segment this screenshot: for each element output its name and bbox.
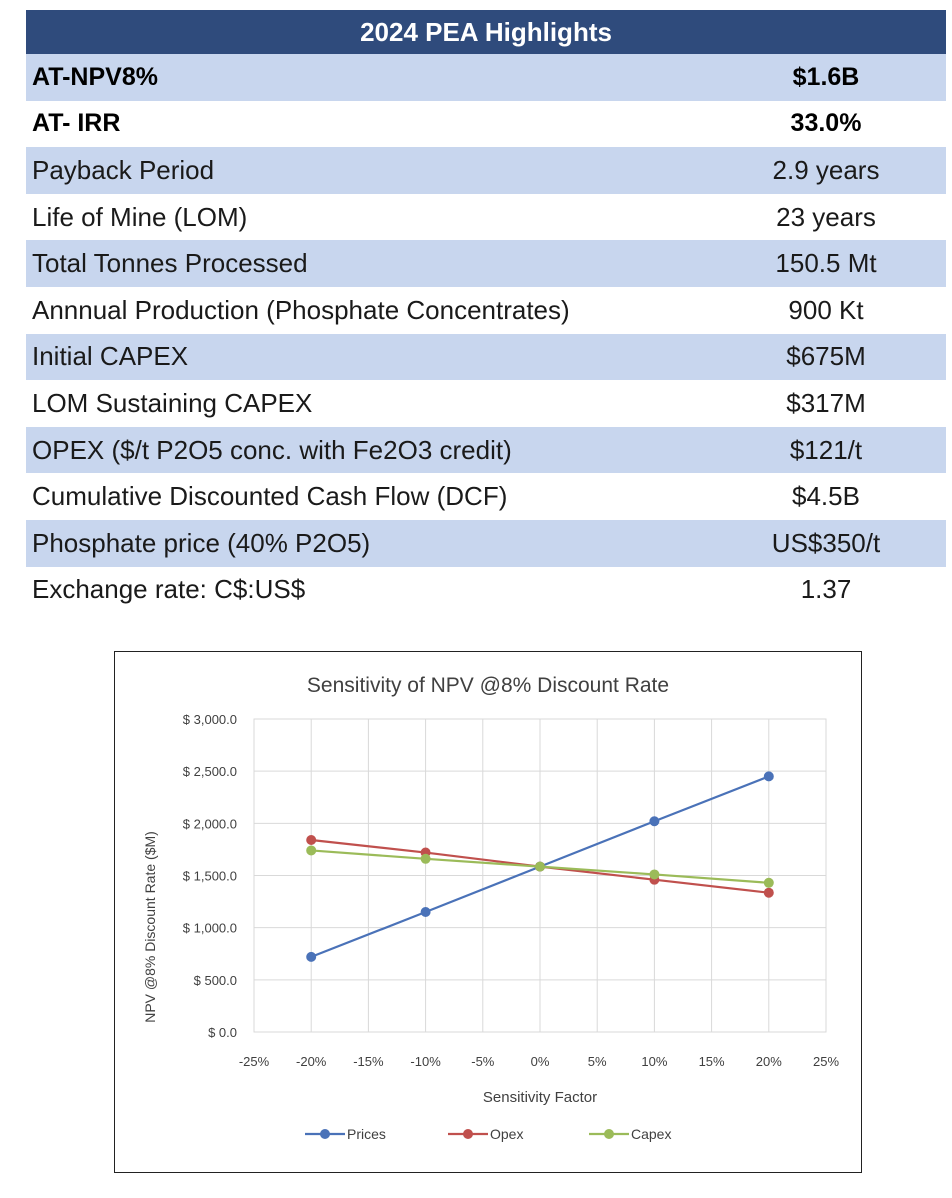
x-tick-label: 15% (699, 1054, 725, 1069)
row-label: Total Tonnes Processed (26, 240, 706, 287)
row-label: OPEX ($/t P2O5 conc. with Fe2O3 credit) (26, 426, 706, 474)
table-row: AT-NPV8% $1.6B (26, 54, 946, 101)
row-value: 900 Kt (788, 294, 864, 325)
x-tick-label: -10% (410, 1054, 441, 1069)
table-row: OPEX ($/t P2O5 conc. with Fe2O3 credit) $… (26, 426, 946, 474)
data-point (535, 861, 545, 872)
data-point (420, 853, 431, 864)
y-tick-label: $ 500.0 (194, 973, 237, 988)
table-body: AT-NPV8% $1.6B AT- IRR 33.0% Payback Period 2… (26, 54, 946, 613)
data-point (763, 887, 774, 898)
data-point (306, 951, 317, 962)
legend-label: Prices (347, 1126, 386, 1142)
row-label: Life of Mine (LOM) (32, 201, 248, 232)
y-tick-label: $ 0.0 (208, 1025, 237, 1040)
legend: Prices Opex Capex (305, 1126, 671, 1142)
table-row: Initial CAPEX $675M (26, 333, 946, 381)
y-tick-label: $ 1,000.0 (183, 921, 237, 936)
chart-canvas: Sensitivity of NPV @8% Discount Rate -25… (142, 674, 840, 1142)
table-title: 2024 PEA Highlights (26, 10, 946, 54)
table-row: Payback Period 2.9 years (26, 147, 946, 194)
table-row: Annnual Production (Phosphate Concentrat… (26, 287, 946, 334)
legend-item-opex: Opex (448, 1126, 523, 1142)
data-point (763, 771, 774, 782)
npv-sensitivity-chart: Sensitivity of NPV @8% Discount Rate -25… (114, 651, 862, 1173)
row-value: $675M (706, 333, 946, 381)
plot-area (253, 718, 827, 1033)
x-tick-label: 25% (813, 1054, 839, 1069)
row-label: AT- IRR (32, 109, 121, 138)
table-row: AT- IRR 33.0% (26, 101, 946, 148)
legend-label: Opex (490, 1126, 523, 1142)
data-point (649, 869, 660, 880)
legend-label: Capex (631, 1126, 671, 1142)
row-label: AT-NPV8% (26, 54, 706, 101)
row-value: 33.0% (790, 109, 862, 138)
row-label: LOM Sustaining CAPEX (32, 387, 313, 418)
x-tick-label: 5% (588, 1054, 607, 1069)
table-row: Life of Mine (LOM) 23 years (26, 194, 946, 241)
row-value: 150.5 Mt (706, 240, 946, 287)
table-row: LOM Sustaining CAPEX $317M (26, 380, 946, 427)
legend-item-prices: Prices (305, 1126, 386, 1142)
row-value: 23 years (776, 201, 876, 232)
series-lines (306, 771, 774, 962)
legend-marker (463, 1129, 473, 1139)
gridlines (253, 718, 827, 1033)
data-point (649, 816, 660, 827)
row-value: $4.5B (792, 481, 860, 512)
table-header-row: 2024 PEA Highlights (26, 10, 946, 54)
y-tick-label: $ 2,000.0 (183, 816, 237, 831)
x-tick-label: -25% (239, 1054, 270, 1069)
y-tick-label: $ 1,500.0 (183, 869, 237, 884)
y-axis-label: NPV @8% Discount Rate ($M) (142, 831, 158, 1023)
y-tick-label: $ 3,000.0 (183, 712, 237, 727)
row-value: $1.6B (706, 54, 946, 101)
x-tick-label: 10% (641, 1054, 667, 1069)
data-point (420, 907, 431, 918)
data-point (306, 845, 317, 856)
x-tick-label: 20% (756, 1054, 782, 1069)
series-capex (306, 845, 774, 888)
row-label: Cumulative Discounted Cash Flow (DCF) (32, 481, 508, 512)
table-row: Total Tonnes Processed 150.5 Mt (26, 240, 946, 287)
chart-title: Sensitivity of NPV @8% Discount Rate (307, 674, 669, 697)
y-tick-label: $ 2,500.0 (183, 764, 237, 779)
row-value: US$350/t (706, 519, 946, 567)
legend-marker (320, 1129, 330, 1139)
row-value: 2.9 years (706, 147, 946, 194)
row-label: Phosphate price (40% P2O5) (26, 519, 706, 567)
row-label: Payback Period (26, 147, 706, 194)
table-row: Phosphate price (40% P2O5) US$350/t (26, 519, 946, 567)
x-axis-label: Sensitivity Factor (483, 1089, 597, 1106)
axes: -25% -20% -15% -10% -5% 0% 5% 10% 15% 20% 25% $ 0.0… (183, 712, 840, 1069)
row-label: Exchange rate: C$:US$ (32, 574, 306, 605)
x-tick-label: -15% (353, 1054, 384, 1069)
data-point (306, 835, 317, 846)
legend-marker (604, 1129, 614, 1139)
table-row: Exchange rate: C$:US$ 1.37 (26, 567, 946, 614)
pea-highlights-table: 2024 PEA Highlights AT-NPV8% $1.6B AT- IRR… (26, 10, 946, 613)
table-row: Cumulative Discounted Cash Flow (DCF) $4.… (26, 473, 946, 520)
row-value: $317M (786, 387, 866, 418)
data-point (763, 877, 774, 888)
x-tick-label: -5% (471, 1054, 495, 1069)
row-value: 1.37 (800, 574, 852, 605)
x-tick-label: 0% (531, 1054, 550, 1069)
row-label: Annnual Production (Phosphate Concentrat… (32, 294, 570, 325)
x-tick-label: -20% (296, 1054, 327, 1069)
row-label: Initial CAPEX (26, 333, 706, 381)
row-value: $121/t (706, 426, 946, 474)
legend-item-capex: Capex (589, 1126, 671, 1142)
